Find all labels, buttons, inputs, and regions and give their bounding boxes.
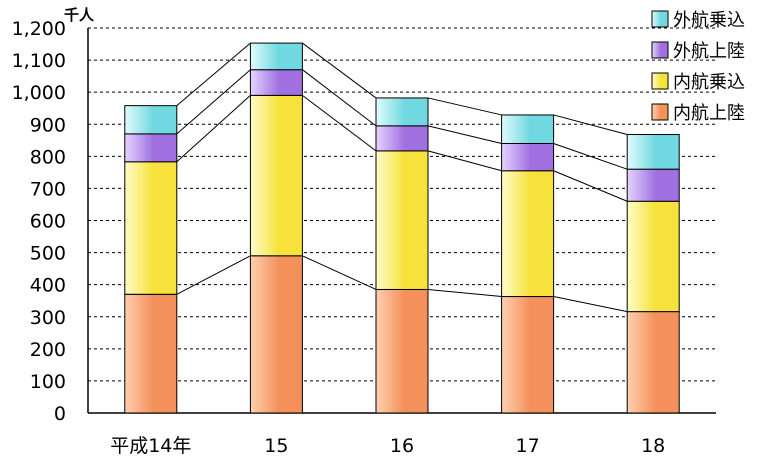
y-tick-label: 700 xyxy=(30,178,66,200)
x-tick-label: 15 xyxy=(264,435,288,457)
series-line xyxy=(302,42,377,99)
legend-label: 内航上陸 xyxy=(673,103,745,124)
x-tick-label: 18 xyxy=(641,435,665,457)
y-tick-label: 500 xyxy=(30,243,66,265)
bar-segment xyxy=(501,170,555,298)
bar-segment xyxy=(626,200,680,313)
bar-segment xyxy=(501,114,555,144)
y-tick-label: 0 xyxy=(54,403,66,425)
legend-swatch xyxy=(651,10,669,28)
y-tick-label: 200 xyxy=(30,339,66,361)
bar-segment xyxy=(124,105,178,135)
legend-swatch xyxy=(651,72,669,90)
series-line xyxy=(302,255,377,290)
x-tick-labels: 平成14年 15 16 17 18 xyxy=(110,435,665,457)
series-line xyxy=(176,95,251,163)
series-line xyxy=(176,42,251,107)
series-line xyxy=(553,143,628,170)
series-line xyxy=(427,288,502,298)
bar-segment xyxy=(626,311,680,414)
series-line xyxy=(553,114,628,135)
series-connector-lines xyxy=(176,42,628,313)
bar-segment xyxy=(375,97,429,127)
bar-segment xyxy=(124,133,178,163)
series-line xyxy=(553,296,628,313)
y-tick-label: 900 xyxy=(30,114,66,136)
y-tick-label: 1,100 xyxy=(12,50,66,72)
y-tick-labels: 0 100 200 300 400 500 600 700 800 900 1,000 1,100 1,… xyxy=(12,18,66,425)
bar-segment xyxy=(626,168,680,202)
x-tick-label: 16 xyxy=(390,435,414,457)
bars xyxy=(124,42,680,414)
series-line xyxy=(427,97,502,116)
bar-segment xyxy=(375,288,429,414)
bar-segment xyxy=(124,293,178,414)
y-tick-label: 800 xyxy=(30,146,66,168)
bar-segment xyxy=(249,255,303,414)
y-tick-label: 1,200 xyxy=(12,18,66,40)
series-line xyxy=(302,94,377,152)
y-tick-label: 400 xyxy=(30,275,66,297)
series-line xyxy=(176,69,251,135)
legend-label: 外航上陸 xyxy=(673,41,745,62)
y-tick-label: 300 xyxy=(30,307,66,329)
bar-segment xyxy=(249,69,303,96)
y-tick-label: 100 xyxy=(30,371,66,393)
bar-segment xyxy=(501,296,555,414)
legend-swatch xyxy=(651,103,669,121)
series-line xyxy=(427,150,502,172)
legend-label: 内航乗込 xyxy=(673,72,745,93)
series-line xyxy=(427,125,502,144)
bar-segment xyxy=(249,94,303,257)
y-tick-label: 1,000 xyxy=(12,82,66,104)
bar-segment xyxy=(501,143,555,172)
bar-segment xyxy=(249,42,303,71)
bar-segment xyxy=(626,134,680,170)
bar-segment xyxy=(375,150,429,290)
bar-segment xyxy=(375,125,429,152)
legend-swatch xyxy=(651,41,669,59)
x-tick-label: 17 xyxy=(516,435,540,457)
y-unit-label: 千人 xyxy=(64,6,95,24)
series-line xyxy=(176,255,251,295)
series-line xyxy=(302,69,377,127)
legend-label: 外航乗込 xyxy=(673,10,745,31)
series-line xyxy=(553,170,628,202)
y-tick-label: 600 xyxy=(30,211,66,233)
bar-segment xyxy=(124,161,178,295)
x-tick-label: 平成14年 xyxy=(110,435,191,457)
